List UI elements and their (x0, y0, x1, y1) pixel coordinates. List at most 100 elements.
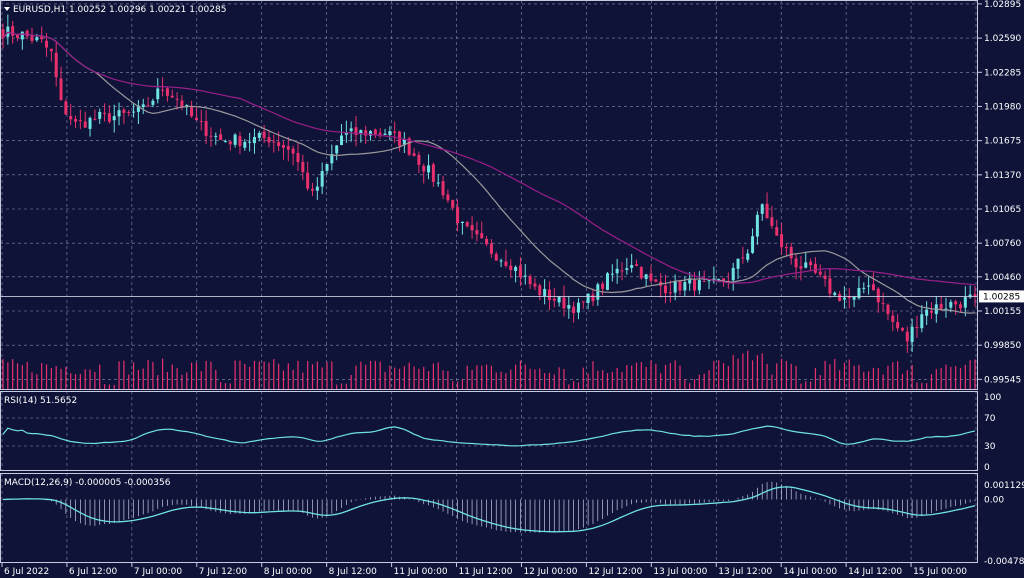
candle-bear (1, 29, 5, 39)
volume-bar (539, 368, 541, 390)
volume-bar (780, 358, 783, 390)
candle-bear (741, 257, 745, 259)
candle-bear (789, 246, 793, 259)
volume-bar (964, 364, 966, 390)
panel-frames (0, 0, 978, 563)
volume-bar (872, 367, 875, 390)
volume-bar (926, 383, 928, 390)
candle-bear (876, 288, 880, 303)
panel-frame (0, 473, 978, 563)
candle-bear (45, 40, 49, 48)
volume-bar (36, 374, 38, 390)
volume-bar (200, 371, 202, 390)
rsi-line (2, 425, 976, 447)
candle-bear (40, 35, 44, 40)
volume-bar (809, 381, 812, 390)
y-tick-label: 1.01980 (984, 102, 1021, 112)
candle-bear (668, 292, 672, 294)
candle-bull (156, 88, 160, 100)
volume-bar (350, 374, 352, 390)
candle-bear (412, 153, 416, 156)
volume-bar (234, 360, 236, 390)
volume-bar (89, 369, 91, 390)
volume-bar (239, 360, 241, 390)
candle-bull (330, 153, 334, 164)
candle-bull (688, 278, 692, 284)
candle-bull (615, 268, 619, 274)
x-tick-label: 15 Jul 00:00 (913, 567, 967, 577)
volume-bar (887, 365, 889, 390)
volume-bar (635, 362, 638, 390)
volume-bar (403, 366, 405, 390)
volume-bar (785, 361, 788, 390)
candle-bull (610, 273, 614, 275)
volume-bar (287, 363, 289, 390)
volume-bar (756, 355, 758, 390)
volume-bar (877, 368, 879, 390)
volume-bar (834, 358, 836, 390)
volume-bar (843, 362, 846, 390)
volume-bar (128, 374, 130, 390)
volume-bar (621, 371, 623, 390)
volume-bar (113, 384, 115, 390)
volume-bar (45, 364, 48, 390)
volume-bar (955, 366, 957, 390)
candle-bear (431, 164, 435, 182)
candle-bull (214, 135, 218, 137)
candle-bear (572, 306, 576, 314)
volume-bar (79, 373, 81, 390)
volume-bar (181, 374, 183, 390)
candle-bear (103, 112, 107, 114)
volume-bar (698, 374, 700, 390)
candle-bear (693, 279, 697, 291)
y-tick-label: 1.01065 (984, 205, 1021, 215)
volume-bar (819, 374, 821, 390)
candle-bear (456, 207, 460, 224)
candle-bull (388, 131, 392, 136)
candle-bull (543, 288, 547, 297)
volume-bar (205, 360, 207, 390)
volume-bar (365, 364, 367, 390)
volume-bar (495, 372, 497, 390)
candle-bear (64, 101, 68, 115)
volume-bar (123, 360, 125, 390)
moving-averages (2, 31, 976, 314)
chart-menu-triangle-icon[interactable] (4, 7, 10, 11)
volume-bar (41, 363, 43, 390)
candle-bear (770, 217, 774, 226)
volume-bar (195, 362, 198, 390)
candle-bull (320, 171, 324, 187)
volume-bar (514, 364, 517, 390)
current-price-label: 1.00285 (983, 292, 1020, 302)
candle-bear (634, 264, 638, 266)
volume-bar (838, 370, 841, 390)
volume-bar (249, 366, 251, 390)
candle-bull (707, 280, 711, 282)
candle-bear (494, 254, 498, 261)
sma-fast-line (2, 31, 976, 314)
volume-bar (573, 381, 575, 390)
volume-bar (215, 369, 217, 390)
candle-bear (470, 225, 474, 231)
candle-bull (673, 281, 677, 293)
volume-bar (771, 374, 773, 390)
candle-bull (257, 133, 261, 138)
candle-bull (514, 266, 518, 271)
volume-bar (882, 374, 884, 390)
volume-bar (176, 368, 178, 390)
volume-bar (577, 382, 580, 390)
x-tick-label: 11 Jul 00:00 (394, 567, 448, 577)
candle-bear (296, 153, 300, 163)
volume-bar (307, 361, 309, 390)
candle-bear (891, 315, 895, 322)
volume-bar (60, 368, 62, 390)
candle-bull (223, 141, 227, 143)
volume-bar (626, 365, 628, 390)
volume-bar (278, 363, 280, 390)
volume-bar (452, 381, 454, 390)
candle-bear (354, 127, 358, 135)
candle-bear (886, 304, 890, 315)
candle-bear (93, 118, 97, 120)
candle-bear (702, 280, 706, 282)
